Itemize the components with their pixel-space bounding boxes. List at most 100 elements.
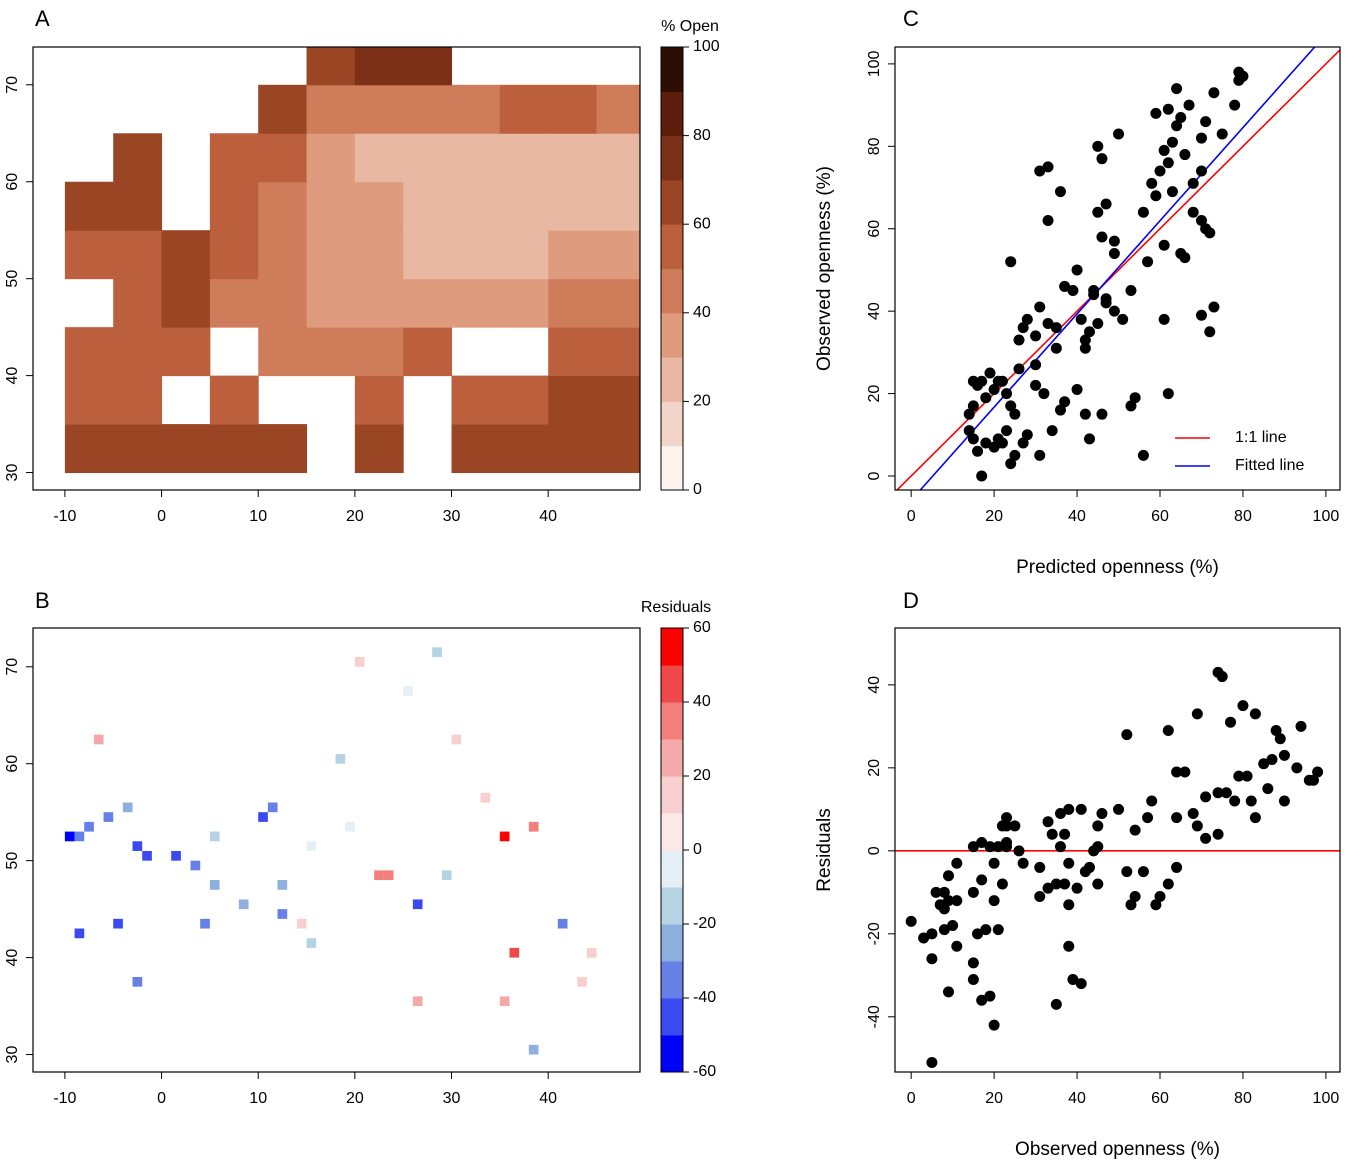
map-cell bbox=[451, 375, 501, 425]
point bbox=[1005, 400, 1017, 412]
point bbox=[1179, 252, 1191, 264]
point bbox=[1150, 899, 1162, 911]
colorbar-band bbox=[661, 961, 683, 999]
point bbox=[996, 878, 1008, 890]
point bbox=[1191, 708, 1203, 720]
point bbox=[1108, 247, 1120, 259]
point bbox=[1212, 828, 1224, 840]
point bbox=[1046, 425, 1058, 437]
point bbox=[1009, 449, 1021, 461]
panel-letter: C bbox=[903, 6, 919, 31]
point bbox=[1059, 828, 1071, 840]
plot-frame bbox=[894, 627, 1341, 1073]
map-cell bbox=[64, 375, 114, 425]
point bbox=[996, 820, 1008, 832]
colorbar-title: % Open bbox=[661, 18, 719, 35]
point bbox=[1171, 861, 1183, 873]
point bbox=[1312, 766, 1324, 778]
map-cell bbox=[258, 230, 308, 280]
colorbar-band bbox=[661, 1035, 683, 1073]
point bbox=[1075, 803, 1087, 815]
residual-cell bbox=[383, 870, 394, 881]
residual-cell bbox=[528, 821, 539, 832]
point bbox=[1059, 878, 1071, 890]
y-axis-title: Residuals bbox=[814, 808, 835, 891]
map-cell bbox=[354, 47, 404, 86]
point bbox=[1229, 795, 1241, 807]
colorbar-tick-label: 0 bbox=[693, 481, 702, 498]
point bbox=[1001, 388, 1013, 400]
x-tick-label: 0 bbox=[907, 508, 916, 525]
point bbox=[1249, 812, 1261, 824]
point bbox=[1063, 899, 1075, 911]
point bbox=[1017, 857, 1029, 869]
residual-cell bbox=[499, 996, 510, 1007]
map-cell bbox=[499, 181, 549, 231]
point bbox=[967, 400, 979, 412]
point bbox=[1034, 449, 1046, 461]
x-tick-label: 20 bbox=[346, 1090, 364, 1107]
point bbox=[1171, 812, 1183, 824]
map-cell bbox=[113, 278, 163, 328]
map-cell bbox=[209, 230, 259, 280]
y-tick-label: 0 bbox=[866, 471, 883, 480]
point bbox=[988, 857, 1000, 869]
point bbox=[1291, 762, 1303, 774]
residual-cell bbox=[345, 821, 355, 832]
plot-frame bbox=[894, 46, 1341, 491]
point bbox=[951, 940, 963, 952]
point bbox=[1183, 99, 1195, 111]
residual-cell bbox=[277, 880, 288, 890]
y-tick-label: 60 bbox=[4, 755, 21, 773]
plot-area bbox=[895, 666, 1340, 1068]
residual-cell bbox=[296, 918, 307, 929]
x-tick-label: 60 bbox=[1151, 1090, 1169, 1107]
point bbox=[976, 837, 988, 849]
x-tick-label: 20 bbox=[985, 508, 1003, 525]
x-tick-label: 30 bbox=[443, 1090, 461, 1107]
map-cell bbox=[113, 181, 163, 231]
residual-cell bbox=[557, 918, 568, 929]
y-tick-label: 20 bbox=[866, 385, 883, 403]
x-axis-title: Observed openness (%) bbox=[1015, 1139, 1220, 1160]
point bbox=[1175, 111, 1187, 123]
point bbox=[1013, 363, 1025, 375]
map-cell bbox=[499, 133, 549, 183]
point bbox=[1071, 264, 1083, 276]
map-cell bbox=[209, 424, 259, 474]
residual-cell bbox=[451, 734, 462, 745]
point bbox=[1229, 99, 1241, 111]
point bbox=[1171, 766, 1183, 778]
point bbox=[1096, 231, 1108, 243]
point bbox=[1295, 720, 1307, 732]
residual-cell bbox=[403, 686, 413, 696]
map-cell bbox=[113, 133, 163, 183]
residual-cell bbox=[577, 976, 587, 987]
point bbox=[951, 857, 963, 869]
point bbox=[1225, 716, 1237, 728]
colorbar-band bbox=[661, 887, 683, 925]
point bbox=[1121, 866, 1133, 878]
point bbox=[1208, 87, 1220, 99]
point bbox=[1237, 700, 1249, 712]
map-cell bbox=[499, 424, 549, 474]
point bbox=[1195, 165, 1207, 177]
point bbox=[1137, 206, 1149, 218]
point bbox=[1158, 313, 1170, 325]
point bbox=[992, 924, 1004, 936]
x-tick-label: -10 bbox=[53, 1090, 76, 1107]
map-cell bbox=[209, 181, 259, 231]
point bbox=[1096, 408, 1108, 420]
point bbox=[963, 425, 975, 437]
map-cell bbox=[306, 133, 356, 183]
point bbox=[967, 957, 979, 969]
point bbox=[1042, 318, 1054, 330]
x-tick-label: 100 bbox=[1313, 1090, 1340, 1107]
point bbox=[1262, 783, 1274, 795]
point bbox=[1108, 235, 1120, 247]
y-tick-label: 40 bbox=[4, 949, 21, 967]
point bbox=[1001, 812, 1013, 824]
map-cell bbox=[354, 375, 404, 425]
point bbox=[1195, 214, 1207, 226]
point bbox=[1154, 890, 1166, 902]
